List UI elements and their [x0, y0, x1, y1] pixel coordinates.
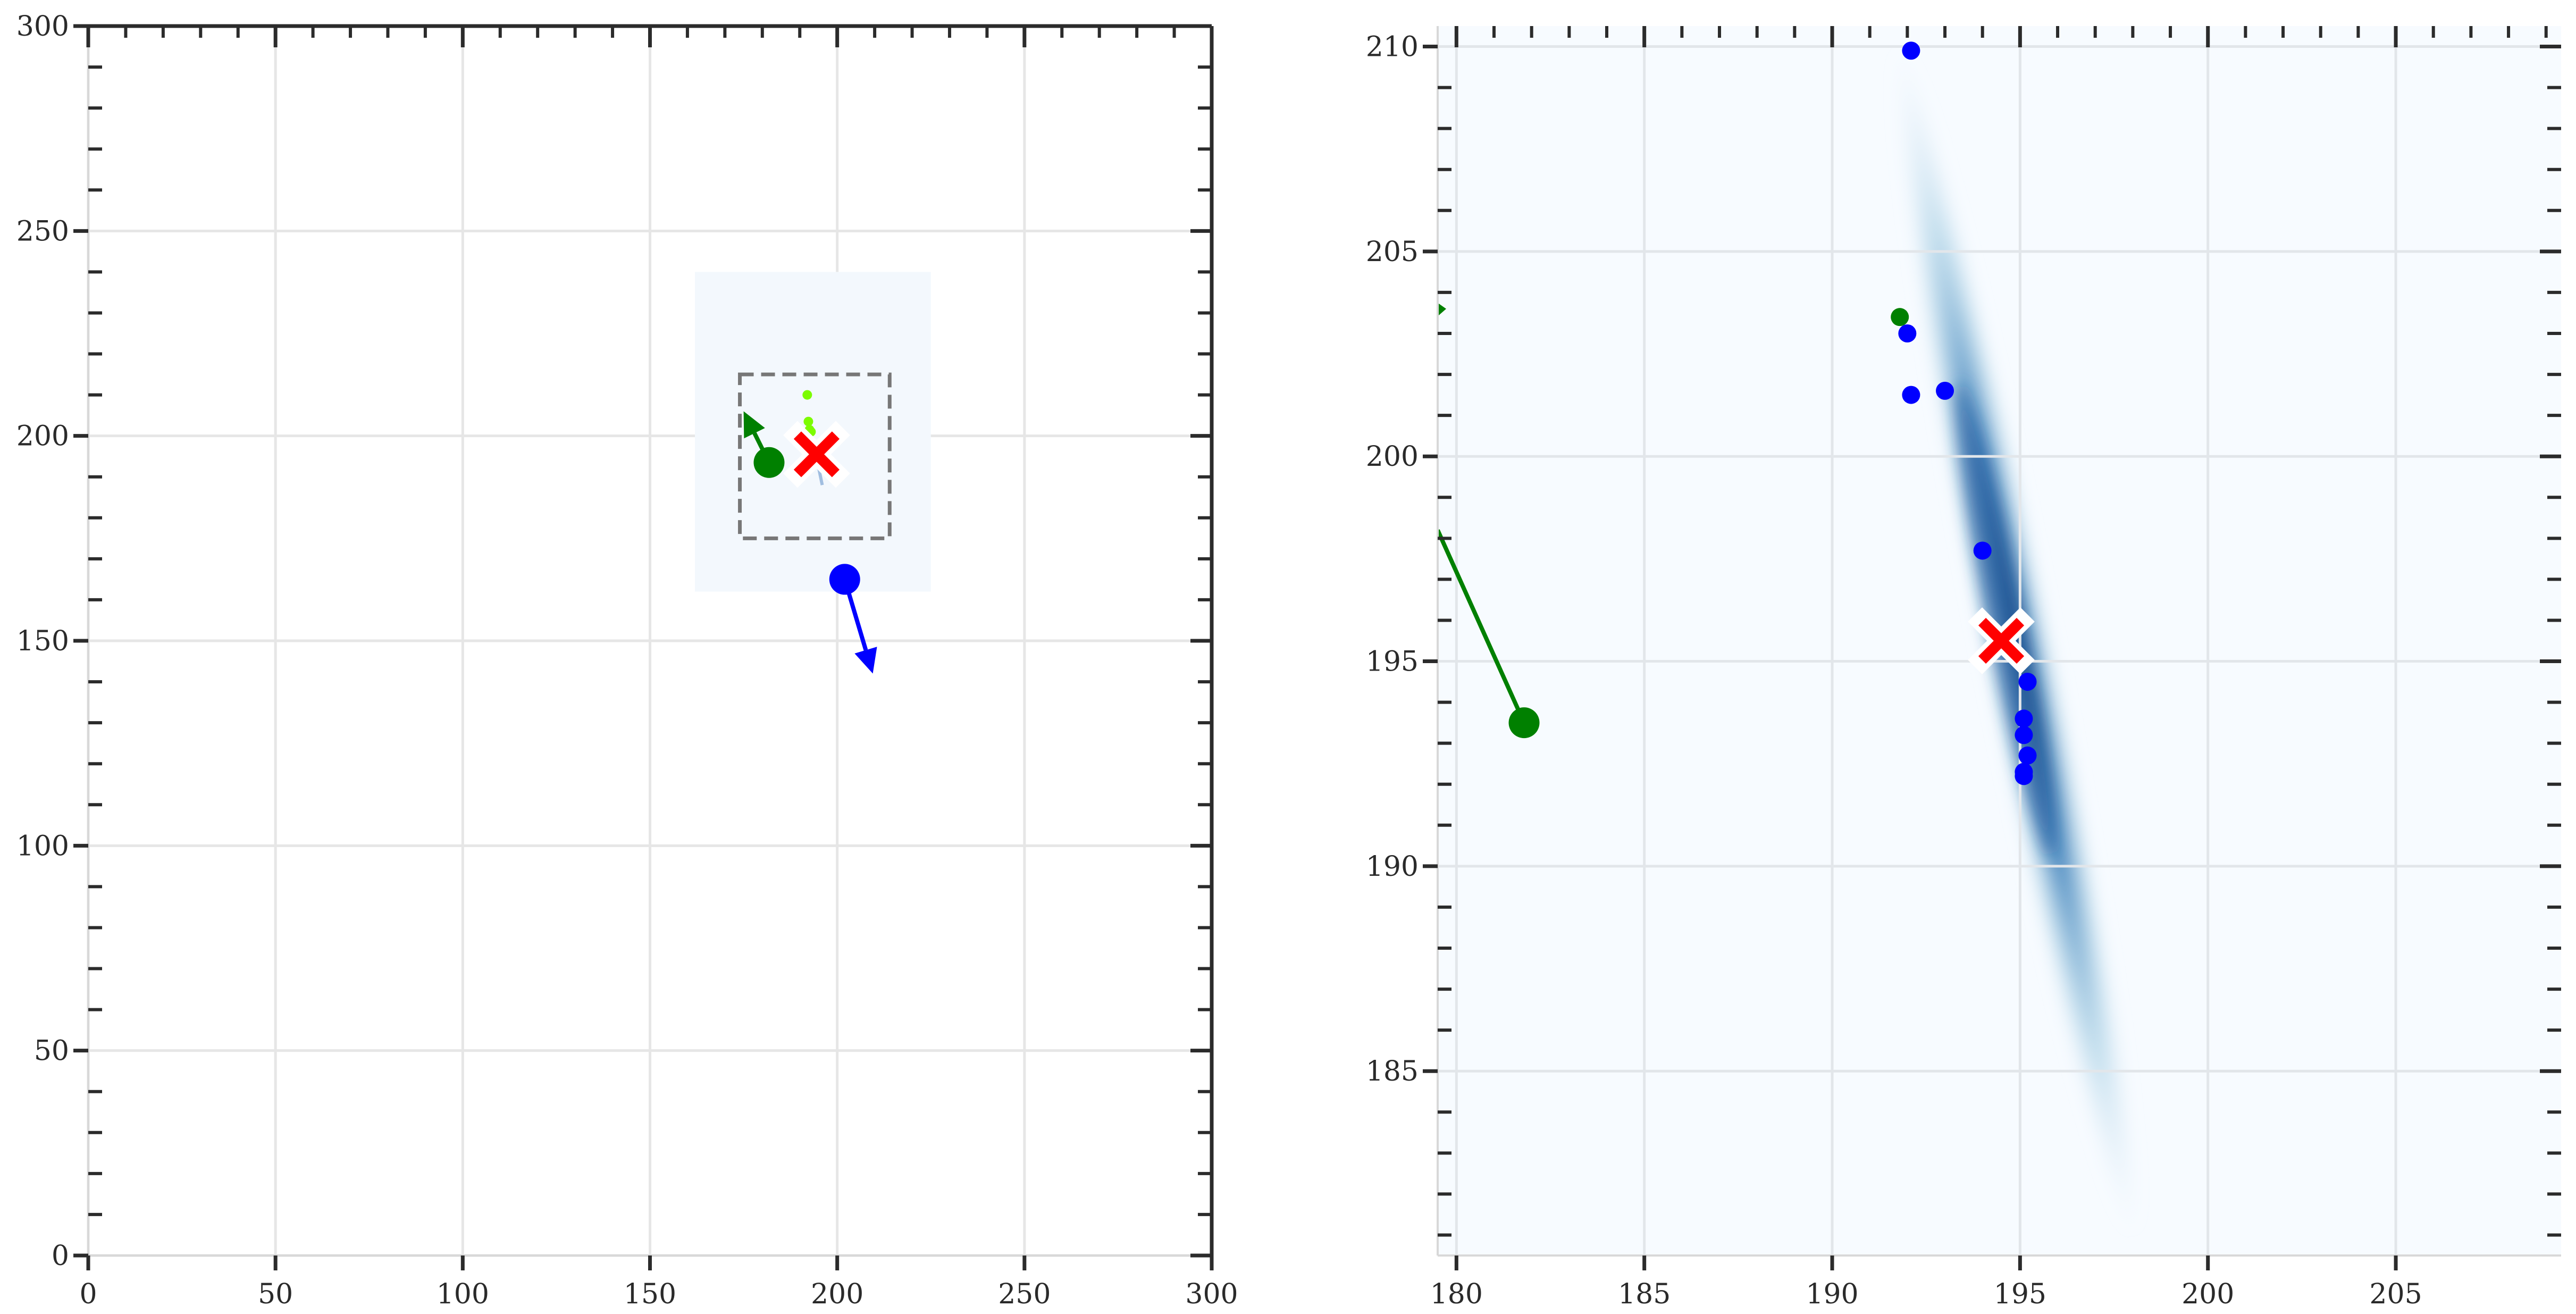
left-x-tick-label: 250	[998, 1278, 1051, 1310]
left-target-marker	[783, 421, 850, 488]
left-y-tick-label: 200	[16, 421, 69, 453]
right-y-tick-label: 195	[1366, 646, 1419, 678]
right-blue-point	[1973, 541, 1992, 560]
left-x-tick-label: 0	[79, 1278, 97, 1310]
left-target-marker-stroke	[793, 431, 840, 478]
left-y-tick-label: 0	[52, 1240, 69, 1272]
left-x-tick-label: 50	[258, 1278, 293, 1310]
right-blue-point	[2015, 709, 2033, 728]
right-blue-point	[2015, 767, 2033, 785]
right-y-tick-label: 205	[1366, 236, 1419, 268]
right-green-point	[1891, 308, 1909, 327]
right-y-tick-label: 200	[1366, 441, 1419, 473]
right-y-tick-label: 210	[1366, 31, 1419, 63]
left-panel: 0 50 100 150 200 250 300 0 50 100 150 200 250 300	[16, 11, 1238, 1310]
left-small-point	[803, 416, 813, 426]
right-blue-point	[2015, 726, 2033, 744]
left-x-tick-label: 200	[811, 1278, 863, 1310]
left-y-tick-label: 250	[16, 215, 69, 247]
right-blue-point	[2018, 746, 2037, 765]
right-green-agent-line	[1438, 529, 1526, 724]
right-x-tick-label: 200	[2181, 1278, 2234, 1310]
left-y-tick-label: 50	[34, 1035, 69, 1067]
right-x-tick-label: 180	[1430, 1278, 1483, 1310]
right-y-tick-label: 185	[1366, 1056, 1419, 1087]
right-x-tick-label: 205	[2369, 1278, 2422, 1310]
left-blue-agent-arrow-head	[854, 647, 877, 674]
right-green-arrowhead	[1438, 303, 1446, 316]
left-small-point	[802, 390, 812, 400]
right-y-tick-label: 190	[1366, 851, 1419, 883]
left-x-tick-label: 300	[1185, 1278, 1238, 1310]
left-y-tick-label: 300	[16, 11, 69, 43]
left-blue-agent	[829, 564, 860, 595]
right-blue-point	[1936, 381, 1954, 400]
right-x-tick-label: 190	[1806, 1278, 1858, 1310]
right-blue-point	[1898, 324, 1917, 342]
left-green-agent	[753, 447, 785, 478]
right-target-marker-stroke	[1978, 617, 2025, 664]
right-panel: 180 185 190 195 200 205 185 190 195 200 205 210	[1366, 26, 2561, 1310]
right-x-tick-label: 195	[1994, 1278, 2046, 1310]
left-green-agent-arrow-head	[743, 411, 765, 439]
right-blue-point	[1902, 386, 1920, 404]
right-content	[1438, 26, 2561, 1256]
right-blue-point	[1902, 41, 1920, 60]
right-target-marker	[1968, 607, 2035, 674]
left-y-tick-label: 150	[16, 625, 69, 657]
left-x-tick-label: 150	[624, 1278, 676, 1310]
left-content	[695, 272, 931, 674]
right-x-tick-label: 185	[1618, 1278, 1671, 1310]
left-x-tick-label: 100	[437, 1278, 489, 1310]
right-blue-point	[2018, 673, 2037, 691]
right-green-agent	[1508, 707, 1540, 739]
left-zoom-box	[738, 372, 892, 540]
left-y-tick-label: 100	[16, 830, 69, 862]
